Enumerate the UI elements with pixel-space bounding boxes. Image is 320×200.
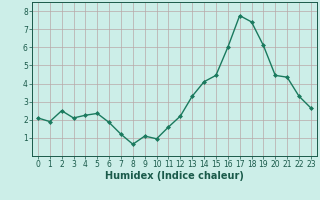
X-axis label: Humidex (Indice chaleur): Humidex (Indice chaleur) [105,171,244,181]
